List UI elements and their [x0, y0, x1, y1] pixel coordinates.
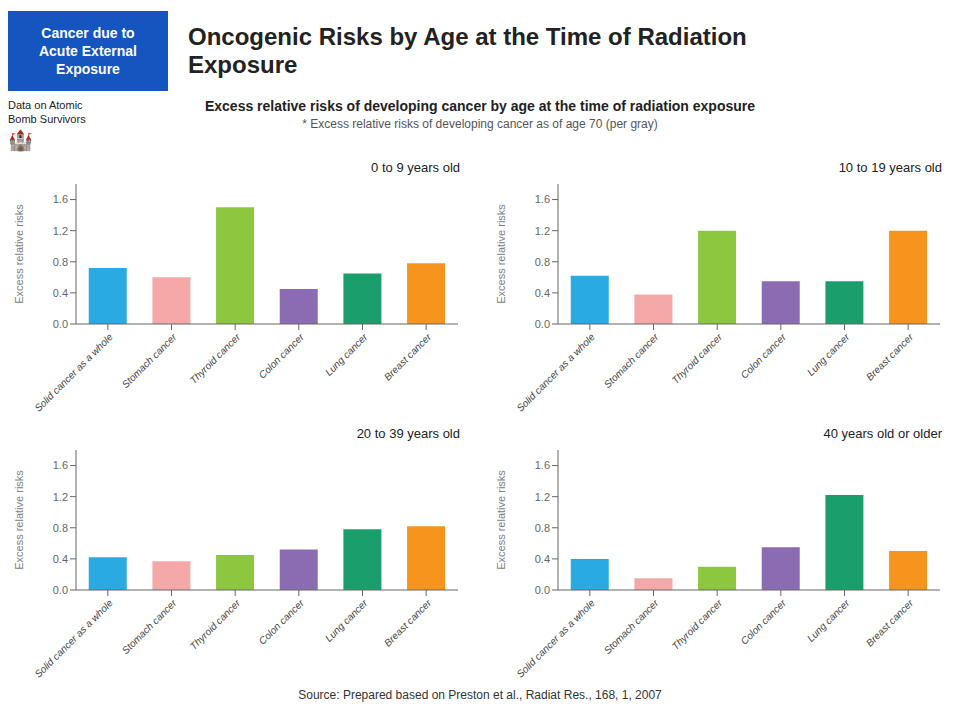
svg-text:0.8: 0.8	[535, 522, 550, 534]
html-text:Data on Atomic: Data on Atomic	[8, 99, 83, 111]
html-text:Oncogenic Risks by Age at the: Oncogenic Risks by Age at the Time of Ra…	[188, 23, 747, 51]
svg-text:Solid cancer as a whole: Solid cancer as a whole	[32, 331, 115, 414]
svg-text:Breast cancer: Breast cancer	[864, 597, 916, 649]
html-text:Exposure: Exposure	[188, 51, 298, 78]
svg-text:0.8: 0.8	[53, 522, 68, 534]
svg-text:Colon cancer: Colon cancer	[256, 597, 306, 647]
html-text:Acute External: Acute External	[39, 42, 137, 59]
svg-text:0.8: 0.8	[53, 256, 68, 268]
svg-text:1.6: 1.6	[535, 193, 550, 205]
svg-text:Thyroid cancer: Thyroid cancer	[670, 331, 725, 386]
svg-text:1.6: 1.6	[535, 459, 550, 471]
svg-text:Stomach cancer: Stomach cancer	[120, 597, 179, 656]
html-text:Excess relative risks of devel: Excess relative risks of developing canc…	[204, 98, 755, 114]
svg-text:0.0: 0.0	[53, 318, 68, 330]
html-text:40 years old or older: 40 years old or older	[823, 426, 942, 441]
svg-text:Excess relative risks: Excess relative risks	[495, 470, 507, 570]
svg-text:1.2: 1.2	[53, 225, 68, 237]
svg-text:0.0: 0.0	[535, 584, 550, 596]
svg-text:Breast cancer: Breast cancer	[382, 331, 434, 383]
svg-text:0.4: 0.4	[535, 287, 550, 299]
svg-text:Lung cancer: Lung cancer	[323, 597, 370, 644]
html-text:0 to 9 years old: 0 to 9 years old	[371, 160, 460, 175]
svg-text:1.2: 1.2	[535, 225, 550, 237]
html-text:Source: Prepared based on Pres: Source: Prepared based on Preston et al.…	[298, 688, 662, 702]
svg-text:Lung cancer: Lung cancer	[805, 597, 852, 644]
svg-text:Lung cancer: Lung cancer	[805, 331, 852, 378]
svg-text:Stomach cancer: Stomach cancer	[602, 331, 661, 390]
svg-text:0.4: 0.4	[53, 553, 68, 565]
svg-text:0.0: 0.0	[535, 318, 550, 330]
svg-text:1.2: 1.2	[535, 491, 550, 503]
svg-text:Lung cancer: Lung cancer	[323, 331, 370, 378]
svg-text:0.0: 0.0	[53, 584, 68, 596]
svg-text:Excess relative risks: Excess relative risks	[495, 204, 507, 304]
svg-text:1.6: 1.6	[53, 193, 68, 205]
html-text:20 to 39 years old: 20 to 39 years old	[356, 426, 460, 441]
svg-text:Breast cancer: Breast cancer	[864, 331, 916, 383]
html-text:Cancer due to: Cancer due to	[41, 24, 135, 41]
html-text:* Excess relative risks of dev: * Excess relative risks of developing ca…	[302, 117, 658, 131]
html-text:Bomb Survivors: Bomb Survivors	[8, 113, 86, 126]
svg-text:Colon cancer: Colon cancer	[738, 331, 788, 381]
svg-text:Stomach cancer: Stomach cancer	[120, 331, 179, 390]
svg-text:Solid cancer as a whole: Solid cancer as a whole	[32, 597, 115, 680]
html-text:10 to 19 years old: 10 to 19 years old	[838, 160, 942, 175]
svg-text:Thyroid cancer: Thyroid cancer	[188, 597, 243, 652]
svg-text:Solid cancer as a whole: Solid cancer as a whole	[514, 331, 597, 414]
svg-text:Stomach cancer: Stomach cancer	[602, 597, 661, 656]
svg-text:0.8: 0.8	[535, 256, 550, 268]
html-text:Exposure: Exposure	[56, 61, 120, 78]
svg-text:Excess relative risks: Excess relative risks	[13, 204, 25, 304]
svg-text:Breast cancer: Breast cancer	[382, 597, 434, 649]
svg-text:Thyroid cancer: Thyroid cancer	[188, 331, 243, 386]
svg-text:Colon cancer: Colon cancer	[256, 331, 306, 381]
svg-text:Colon cancer: Colon cancer	[738, 597, 788, 647]
svg-text:Thyroid cancer: Thyroid cancer	[670, 597, 725, 652]
svg-text:1.2: 1.2	[53, 491, 68, 503]
svg-text:0.4: 0.4	[535, 553, 550, 565]
svg-text:Solid cancer as a whole: Solid cancer as a whole	[514, 597, 597, 680]
svg-text:Excess relative risks: Excess relative risks	[13, 470, 25, 570]
svg-text:1.6: 1.6	[53, 459, 68, 471]
svg-text:0.4: 0.4	[53, 287, 68, 299]
